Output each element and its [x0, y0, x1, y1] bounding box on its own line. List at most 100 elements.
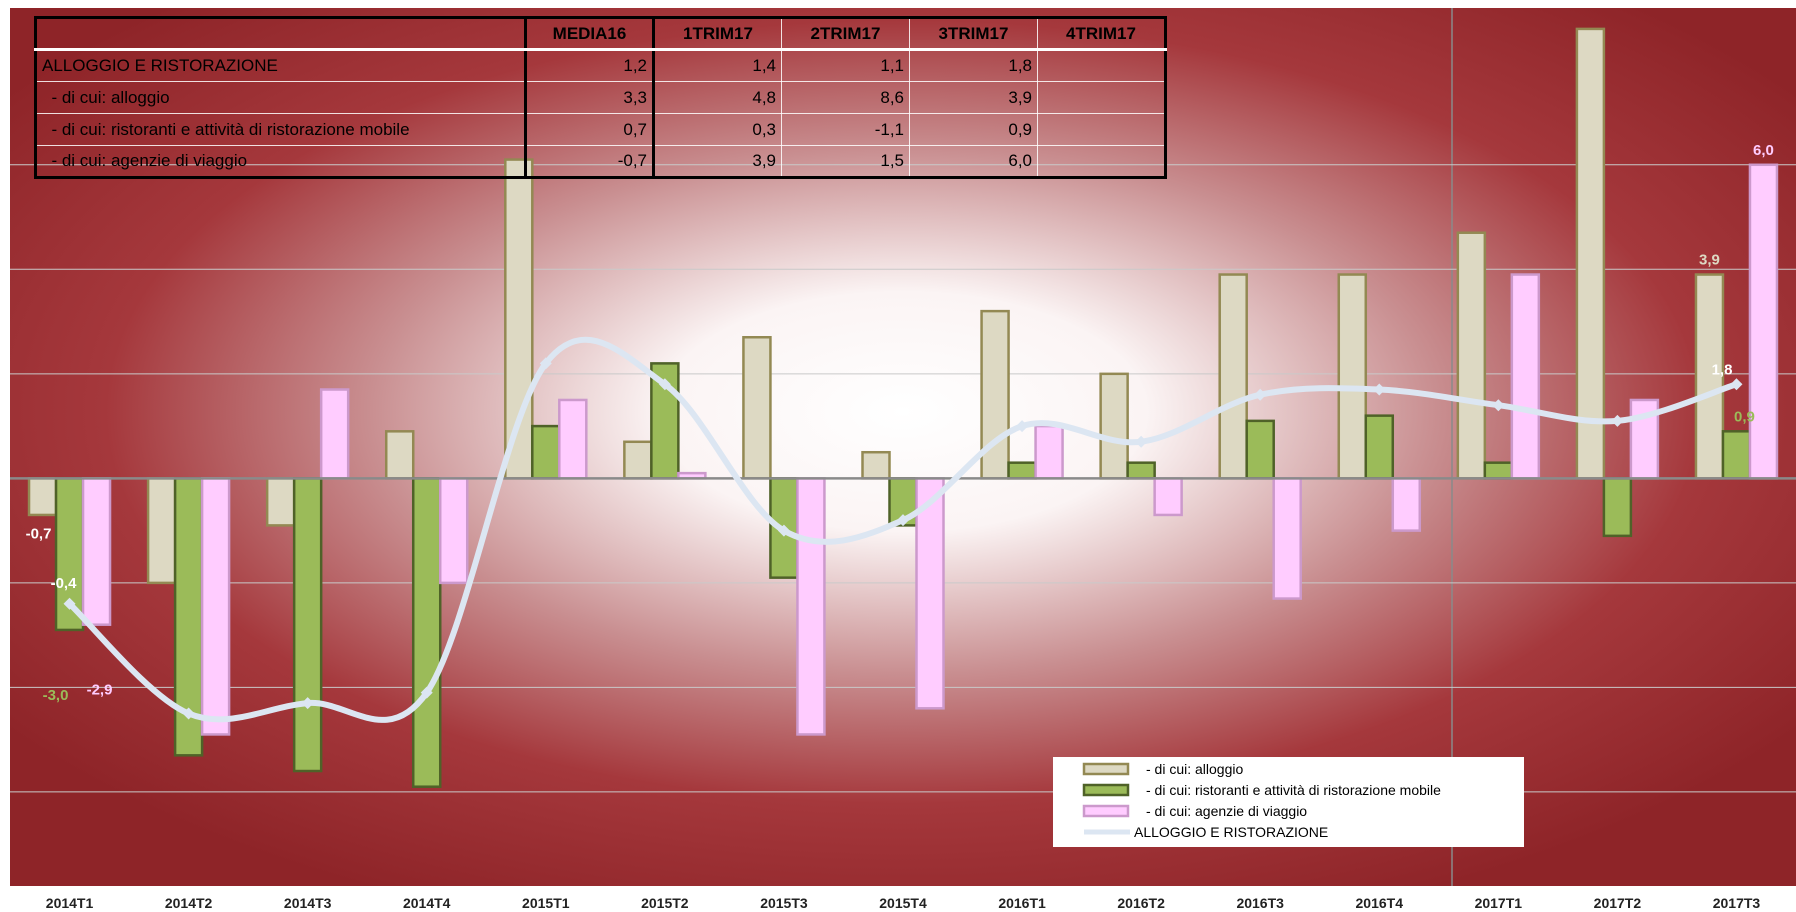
- bar-agenzie: [1748, 163, 1779, 480]
- row-label: ALLOGGIO E RISTORAZIONE: [35, 49, 526, 82]
- col-header: 1TRIM17: [652, 17, 782, 51]
- line-point: [63, 597, 76, 610]
- bar-alloggio: [1218, 273, 1248, 480]
- data-label: -2,9: [87, 682, 113, 699]
- table-cell: 0,7: [524, 113, 654, 146]
- table-cell: 0,9: [909, 113, 1038, 146]
- bar-alloggio: [1456, 231, 1487, 480]
- bar-alloggio: [504, 158, 534, 480]
- bar-alloggio: [27, 477, 58, 517]
- bar-alloggio: [623, 440, 653, 480]
- legend-swatch: [1082, 804, 1130, 818]
- bar-ristoranti: [1245, 419, 1275, 480]
- bars: [27, 27, 1779, 788]
- legend-box: [1053, 757, 1524, 847]
- col-header: 3TRIM17: [909, 17, 1038, 51]
- bar-ristoranti: [531, 424, 561, 480]
- line-alloggio-e-ristorazione: [66, 336, 1740, 723]
- line-point: [658, 378, 671, 391]
- table-cell: [1037, 81, 1166, 114]
- x-tick-label: 2016T2: [1117, 895, 1165, 911]
- row-label: - di cui: alloggio: [35, 81, 526, 114]
- x-tick-label: 2015T3: [760, 895, 808, 911]
- data-label: 6,0: [1753, 142, 1774, 159]
- x-tick-label: 2014T2: [165, 895, 213, 911]
- bar-alloggio: [742, 336, 772, 480]
- bar-ristoranti: [1483, 461, 1514, 480]
- table-cell: 3,9: [652, 145, 782, 178]
- x-tick-label: 2016T1: [998, 895, 1046, 911]
- data-labels: -0,7 -0,4 -3,0 -2,9 3,9 1,8 0,9 6,0: [26, 142, 1774, 704]
- x-tick-label: 2017T1: [1475, 895, 1523, 911]
- table-cell: [1037, 145, 1166, 178]
- table-header-row: MEDIA16 1TRIM17 2TRIM17 3TRIM17 4TRIM17: [35, 17, 1166, 51]
- table-cell: 1,8: [909, 49, 1038, 82]
- x-tick-label: 2014T4: [403, 895, 451, 911]
- bar-agenzie: [200, 477, 231, 736]
- bar-alloggio: [146, 477, 177, 585]
- col-header: 4TRIM17: [1037, 17, 1166, 51]
- bar-agenzie: [81, 477, 112, 626]
- x-tick-label: 2016T4: [1356, 895, 1404, 911]
- bar-agenzie: [1510, 273, 1541, 480]
- legend-swatch: [1082, 762, 1130, 776]
- x-axis-labels: 2014T1 2014T2 2014T3 2014T4 2015T1 2015T2 2015…: [46, 895, 1761, 911]
- table-cell: [1037, 49, 1166, 82]
- table-cell: 1,5: [781, 145, 910, 178]
- line-point: [1730, 378, 1743, 391]
- line-point: [1254, 388, 1267, 401]
- table-corner: [35, 17, 526, 51]
- bar-alloggio: [265, 477, 296, 527]
- bar-ristoranti: [1721, 430, 1752, 480]
- legend-label: - di cui: ristoranti e attività di risto…: [1146, 782, 1441, 798]
- table-row: - di cui: ristoranti e attività di risto…: [35, 113, 1166, 146]
- line-series: [63, 336, 1743, 723]
- bar-ristoranti: [1007, 461, 1037, 480]
- line-point: [1373, 383, 1386, 396]
- table-cell: 0,3: [652, 113, 782, 146]
- bar-agenzie: [319, 388, 350, 480]
- legend-label: - di cui: agenzie di viaggio: [1146, 803, 1307, 819]
- table-cell: 1,2: [524, 49, 654, 82]
- data-label: 3,9: [1699, 252, 1720, 269]
- table-cell: [1037, 113, 1166, 146]
- line-point: [420, 686, 433, 699]
- table-cell: -1,1: [781, 113, 910, 146]
- line-point: [1611, 414, 1624, 427]
- bar-ristoranti: [1126, 461, 1156, 480]
- data-label: -3,0: [43, 687, 69, 704]
- data-label: 0,9: [1734, 408, 1755, 425]
- summary-table: MEDIA16 1TRIM17 2TRIM17 3TRIM17 4TRIM17 …: [34, 16, 1167, 179]
- bar-alloggio: [1099, 372, 1129, 480]
- bar-ristoranti: [292, 477, 323, 773]
- legend-label: ALLOGGIO E RISTORAZIONE: [1134, 824, 1328, 840]
- x-tick-label: 2017T2: [1594, 895, 1642, 911]
- table-cell: -0,7: [524, 145, 654, 178]
- bar-ristoranti: [1602, 477, 1633, 538]
- bar-agenzie: [1391, 477, 1422, 532]
- table-cell: 6,0: [909, 145, 1038, 178]
- table-cell: 1,1: [781, 49, 910, 82]
- row-label: - di cui: agenzie di viaggio: [35, 145, 526, 178]
- line-point: [539, 357, 552, 370]
- table-cell: 8,6: [781, 81, 910, 114]
- table-cell: 3,9: [909, 81, 1038, 114]
- x-tick-label: 2014T1: [46, 895, 94, 911]
- line-point: [1016, 420, 1029, 433]
- bar-agenzie: [1034, 424, 1064, 480]
- data-label: -0,4: [51, 575, 78, 592]
- data-label: 1,8: [1712, 361, 1733, 378]
- bar-ristoranti: [1364, 414, 1395, 480]
- table-row: ALLOGGIO E RISTORAZIONE 1,2 1,4 1,1 1,8: [35, 49, 1166, 82]
- table-row: - di cui: alloggio 3,3 4,8 8,6 3,9: [35, 81, 1166, 114]
- row-label: - di cui: ristoranti e attività di risto…: [35, 113, 526, 146]
- table-row: - di cui: agenzie di viaggio -0,7 3,9 1,…: [35, 145, 1166, 178]
- x-tick-label: 2015T2: [641, 895, 689, 911]
- table-cell: 1,4: [652, 49, 782, 82]
- bar-agenzie: [1272, 477, 1302, 600]
- bar-agenzie: [1153, 477, 1183, 517]
- bar-ristoranti: [411, 477, 442, 788]
- line-point: [1135, 435, 1148, 448]
- x-tick-label: 2017T3: [1713, 895, 1761, 911]
- col-header: MEDIA16: [524, 17, 654, 51]
